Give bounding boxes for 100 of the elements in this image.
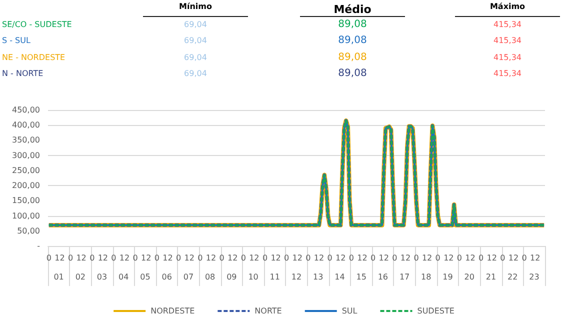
text: Máximo <box>455 1 560 17</box>
x-tick-label: 0 <box>435 254 440 262</box>
y-tick-label: 250,00 <box>12 166 40 175</box>
y-tick-label: - <box>37 242 40 250</box>
text: 03 <box>96 272 108 282</box>
x-tick-label: 0 <box>478 254 484 262</box>
x-tick-label: 0 <box>262 254 268 262</box>
text: 02 <box>75 272 86 282</box>
x-tick-label: 12 <box>422 254 432 262</box>
x-tick-label: 12 <box>249 254 260 262</box>
text: 06 <box>162 272 172 282</box>
legend-label: SUDESTE <box>417 306 454 316</box>
category-label: S - SUL <box>2 36 30 45</box>
x-tick-label: 12 <box>98 254 108 262</box>
data-label: 89,08 <box>337 19 368 30</box>
x-tick-label: 0 <box>154 254 160 262</box>
x-tick-label: 12 <box>141 254 152 262</box>
data-label: 415,34 <box>492 69 522 78</box>
text: 05 <box>140 272 150 282</box>
x-tick-label: 12 <box>270 254 281 262</box>
x-tick-label: 12 <box>400 254 411 262</box>
x-tick-label: 0 <box>132 254 138 262</box>
x-tick-label: 12 <box>357 254 368 262</box>
y-tick-label: 200,00 <box>12 181 40 190</box>
x-tick-label: 12 <box>76 254 86 262</box>
x-tick-label: 0 <box>46 254 52 262</box>
data-label: 69,04 <box>183 36 208 45</box>
legend-label: NORDESTE <box>150 306 195 316</box>
text: Mínimo <box>143 1 248 17</box>
x-tick-label: 12 <box>314 254 324 262</box>
text: 08 <box>204 272 216 282</box>
x-tick-label: 12 <box>227 254 238 262</box>
x-tick-label: 0 <box>284 254 290 262</box>
x-tick-label: 0 <box>198 254 203 262</box>
x-tick-label: 12 <box>162 254 173 262</box>
category-label: N - NORTE <box>2 69 44 78</box>
x-tick-label: 12 <box>444 254 454 262</box>
data-label: 415,34 <box>492 36 522 45</box>
text: 07 <box>183 272 194 282</box>
category-label: SE/CO - SUDESTE <box>2 20 72 29</box>
text: 11 <box>270 272 280 282</box>
text: 19 <box>442 272 453 282</box>
x-tick-label: 0 <box>392 254 398 262</box>
text: 10 <box>248 272 258 282</box>
text: 01 <box>54 272 64 282</box>
text: Médio <box>300 2 405 17</box>
x-tick-label: 0 <box>500 254 506 262</box>
x-tick-label: 0 <box>348 254 354 262</box>
x-tick-label: 0 <box>240 254 246 262</box>
y-tick-label: 350,00 <box>12 136 40 145</box>
text: 21 <box>486 272 496 282</box>
data-label: 415,34 <box>492 53 522 62</box>
text: 16 <box>378 272 388 282</box>
text: 15 <box>356 272 366 282</box>
x-tick-label: 12 <box>54 254 65 262</box>
x-tick-label: 0 <box>522 254 527 262</box>
data-label: 69,04 <box>183 69 208 78</box>
legend-label: NORTE <box>254 306 282 316</box>
x-tick-label: 0 <box>370 254 376 262</box>
text: 12 <box>291 272 302 282</box>
x-tick-label: 12 <box>378 254 389 262</box>
x-tick-label: 0 <box>68 254 74 262</box>
data-label: 69,04 <box>183 20 208 29</box>
x-tick-label: 12 <box>119 254 130 262</box>
y-tick-label: 50,00 <box>17 226 40 236</box>
x-tick-label: 12 <box>292 254 302 262</box>
y-tick-label: 300,00 <box>12 150 40 160</box>
x-tick-label: 0 <box>306 254 311 262</box>
x-tick-label: 0 <box>327 254 332 262</box>
category-label: NE - NORDESTE <box>2 53 66 62</box>
x-tick-label: 0 <box>456 254 462 262</box>
x-tick-label: 0 <box>176 254 182 262</box>
text: 23 <box>529 272 540 282</box>
y-tick-label: 100,00 <box>12 211 40 220</box>
text: 09 <box>226 272 237 282</box>
data-label: 89,08 <box>337 52 368 63</box>
text: 04 <box>118 272 129 282</box>
x-tick-label: 12 <box>508 254 519 262</box>
x-tick-label: 0 <box>90 254 95 262</box>
x-tick-label: 12 <box>184 254 194 262</box>
x-tick-label: 0 <box>219 254 224 262</box>
x-tick-label: 12 <box>336 254 346 262</box>
x-tick-label: 12 <box>465 254 476 262</box>
text: 22 <box>507 272 518 282</box>
text: 13 <box>313 272 324 282</box>
x-tick-label: 12 <box>486 254 497 262</box>
x-tick-label: 0 <box>111 254 116 262</box>
x-tick-label: 12 <box>206 254 216 262</box>
x-tick-label: 12 <box>530 254 540 262</box>
y-tick-label: 150,00 <box>12 196 40 206</box>
text: 17 <box>399 272 410 282</box>
text: 14 <box>334 272 345 282</box>
legend-label: SUL <box>342 306 358 316</box>
data-label: 69,04 <box>183 53 208 62</box>
x-tick-label: 0 <box>414 254 419 262</box>
text: 18 <box>421 272 432 282</box>
y-tick-label: 450,00 <box>12 106 40 114</box>
data-label: 415,34 <box>492 20 522 29</box>
text: 20 <box>464 272 474 282</box>
data-label: 89,08 <box>337 68 368 79</box>
